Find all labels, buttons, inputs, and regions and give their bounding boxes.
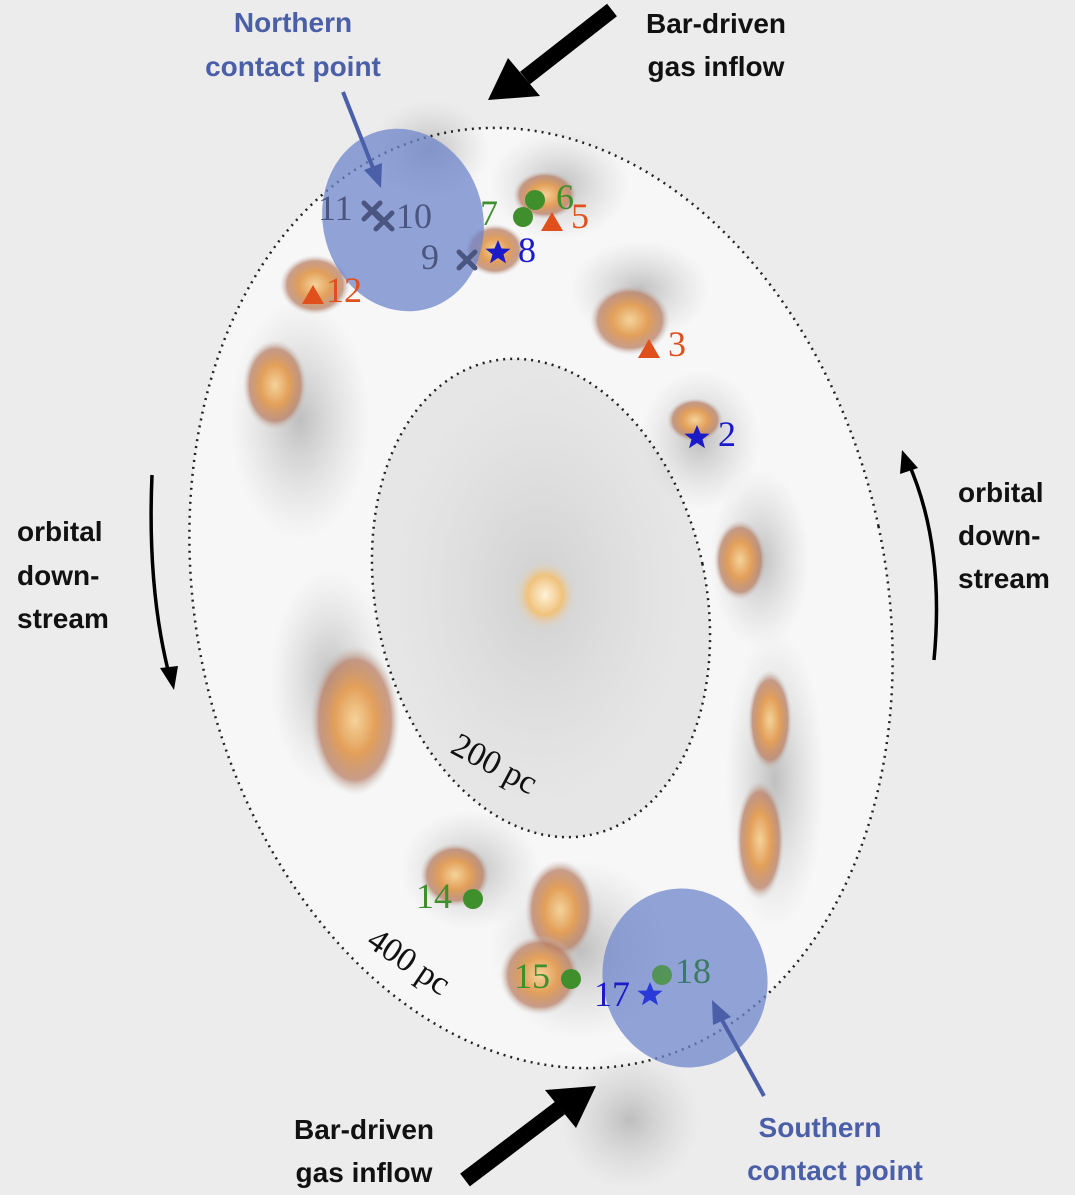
inflow-label-bottom: Bar-driven gas inflow [294,1114,434,1188]
southern-contact-line1: Southern [759,1112,882,1143]
orbital-right-line1: orbital [958,477,1044,508]
northern-contact-line2: contact point [205,51,381,82]
label-marker-8: 8 [518,230,536,270]
marker-6-circle [525,190,545,210]
inflow-top-line1: Bar-driven [646,8,786,39]
marker-10-cross [373,210,395,232]
label-marker-15: 15 [514,956,550,996]
marker-12-triangle [302,285,324,304]
label-marker-6: 6 [556,177,574,217]
orbital-label-right: orbital down- stream [958,477,1050,594]
label-marker-11: 11 [318,188,353,228]
marker-14-circle [463,889,483,909]
label-marker-17: 17 [594,974,630,1014]
label-marker-18: 18 [675,951,711,991]
northern-contact-label: Northern contact point [205,7,381,82]
ellipse-400pc [188,126,894,1070]
label-marker-12: 12 [326,270,362,310]
marker-9-cross [456,249,478,271]
marker-17-star [637,982,663,1006]
orbital-right-line2: down- [958,520,1040,551]
label-marker-2: 2 [718,414,736,454]
orbital-arrow-right [900,450,939,661]
marker-5-triangle [541,212,563,231]
northern-contact-arrow [341,91,382,188]
inflow-bottom-line1: Bar-driven [294,1114,434,1145]
marker-8-star [485,240,511,264]
orbital-left-line3: stream [17,603,109,634]
orbital-arrow-left [149,474,178,690]
label-marker-14: 14 [416,876,452,916]
marker-labels: 2 3 5 6 7 8 9 10 11 12 14 15 17 18 [318,177,736,1014]
inflow-arrow-top [488,3,617,100]
label-marker-9: 9 [421,237,439,277]
marker-18-circle [652,965,672,985]
orbital-left-line2: down- [17,560,99,591]
orbital-right-line3: stream [958,563,1050,594]
southern-contact-arrow [712,1000,766,1097]
nucleus-emission [513,559,577,631]
northern-contact-zone [322,128,484,312]
inflow-bottom-line2: gas inflow [296,1157,433,1188]
inflow-top-line2: gas inflow [648,51,785,82]
marker-3-triangle [638,339,660,358]
orbital-label-left: orbital down- stream [17,516,109,634]
source-markers [302,190,710,1006]
inflow-label-top: Bar-driven gas inflow [646,8,786,82]
marker-2-star [684,425,710,449]
southern-contact-zone [602,888,768,1068]
label-marker-3: 3 [668,324,686,364]
southern-contact-line2: contact point [747,1155,923,1186]
southern-contact-label: Southern contact point [747,1112,923,1186]
northern-contact-line1: Northern [234,7,352,38]
marker-7-circle [513,207,533,227]
ellipse-200pc [370,357,712,839]
label-marker-7: 7 [480,193,498,233]
inflow-arrow-bottom [460,1086,596,1187]
label-marker-10: 10 [396,196,432,236]
label-marker-5: 5 [571,196,589,236]
orbital-left-line1: orbital [17,516,103,547]
marker-15-circle [561,969,581,989]
